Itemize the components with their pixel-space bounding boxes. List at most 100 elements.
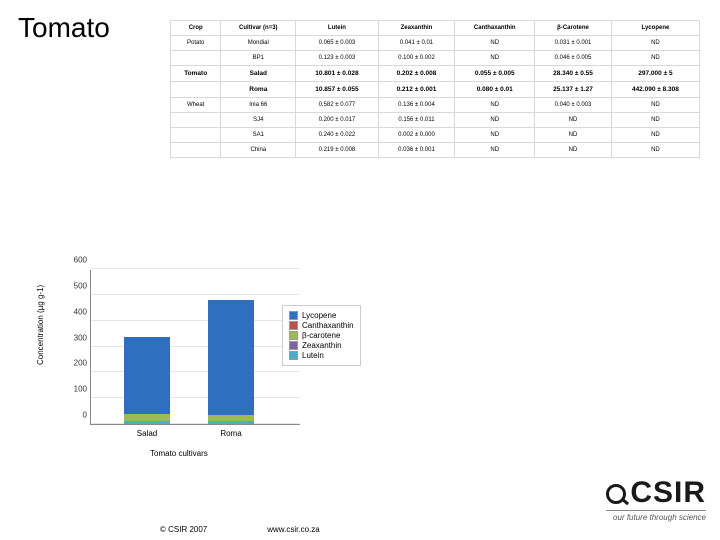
chart: Concentration (µg g-1) 01002003004005006… xyxy=(30,255,450,470)
bar-segment xyxy=(208,300,254,414)
table-cell: ND xyxy=(455,98,535,113)
table-cell: SA1 xyxy=(221,128,296,143)
table-cell xyxy=(171,143,221,158)
table-cell xyxy=(171,51,221,66)
table-cell: ND xyxy=(611,128,699,143)
table-header: Lycopene xyxy=(611,21,699,36)
table-cell: 0.100 ± 0.002 xyxy=(378,51,455,66)
table-cell: Wheat xyxy=(171,98,221,113)
table-header: Canthaxanthin xyxy=(455,21,535,36)
table-cell: ND xyxy=(455,143,535,158)
table-cell: Inia 66 xyxy=(221,98,296,113)
table-cell: Tomato xyxy=(171,66,221,82)
table-header: Cultivar (n=3) xyxy=(221,21,296,36)
table-cell: 0.219 ± 0.008 xyxy=(296,143,378,158)
table-cell: 0.046 ± 0.005 xyxy=(535,51,612,66)
table-row: WheatInia 660.582 ± 0.0770.136 ± 0.004ND… xyxy=(171,98,700,113)
table-cell: ND xyxy=(611,36,699,51)
table-cell: 0.212 ± 0.001 xyxy=(378,82,455,98)
y-tick: 400 xyxy=(63,307,87,316)
table-cell: 0.136 ± 0.004 xyxy=(378,98,455,113)
table-cell: Potato xyxy=(171,36,221,51)
legend-item: Lutein xyxy=(289,351,354,360)
legend-label: Lutein xyxy=(302,351,324,360)
table-cell: 442.090 ± 8.308 xyxy=(611,82,699,98)
y-tick: 300 xyxy=(63,333,87,342)
table-header: Lutein xyxy=(296,21,378,36)
table-header: Crop xyxy=(171,21,221,36)
x-tick-label: Roma xyxy=(208,429,254,438)
table-row: China0.219 ± 0.0080.036 ± 0.001NDNDND xyxy=(171,143,700,158)
legend-swatch xyxy=(289,331,298,340)
table-cell: 10.801 ± 0.028 xyxy=(296,66,378,82)
table-cell: SJ4 xyxy=(221,113,296,128)
table-cell: 0.041 ± 0.01 xyxy=(378,36,455,51)
table-cell: ND xyxy=(611,51,699,66)
bar-segment xyxy=(124,337,170,414)
legend-label: Zeaxanthin xyxy=(302,341,342,350)
page-title: Tomato xyxy=(18,12,110,44)
footer: © CSIR 2007 www.csir.co.za xyxy=(160,525,320,534)
legend-label: Lycopene xyxy=(302,311,336,320)
bar-segment xyxy=(124,421,170,424)
table-cell xyxy=(171,113,221,128)
legend: LycopeneCanthaxanthinβ-caroteneZeaxanthi… xyxy=(282,305,361,366)
bar-segment xyxy=(124,414,170,421)
y-tick: 100 xyxy=(63,385,87,394)
bar xyxy=(124,337,170,424)
table-row: SJ40.200 ± 0.0170.156 ± 0.011NDNDND xyxy=(171,113,700,128)
table-cell: 0.123 ± 0.003 xyxy=(296,51,378,66)
table-cell: ND xyxy=(455,113,535,128)
plot-area: 0100200300400500600SaladRoma xyxy=(90,270,300,425)
table-cell: 0.200 ± 0.017 xyxy=(296,113,378,128)
table-row: BP10.123 ± 0.0030.100 ± 0.002 ND0.046 ± 0… xyxy=(171,51,700,66)
legend-swatch xyxy=(289,341,298,350)
table-row: PotatoMondial0.065 ± 0.0030.041 ± 0.01ND… xyxy=(171,36,700,51)
legend-swatch xyxy=(289,351,298,360)
table-cell: 10.857 ± 0.055 xyxy=(296,82,378,98)
legend-item: Zeaxanthin xyxy=(289,341,354,350)
table-cell: ND xyxy=(611,113,699,128)
legend-swatch xyxy=(289,311,298,320)
y-tick: 600 xyxy=(63,256,87,265)
legend-item: β-carotene xyxy=(289,331,354,340)
logo-tagline: our future through science xyxy=(606,510,706,522)
table-cell: 0.036 ± 0.001 xyxy=(378,143,455,158)
table-cell: BP1 xyxy=(221,51,296,66)
table-cell: ND xyxy=(535,128,612,143)
table-header: β-Carotene xyxy=(535,21,612,36)
table-cell: ND xyxy=(611,98,699,113)
table-cell: ND xyxy=(611,143,699,158)
y-tick: 200 xyxy=(63,359,87,368)
table-cell: 0.031 ± 0.001 xyxy=(535,36,612,51)
legend-swatch xyxy=(289,321,298,330)
y-axis-label: Concentration (µg g-1) xyxy=(36,285,45,365)
table-cell: 25.137 ± 1.27 xyxy=(535,82,612,98)
table-header: Zeaxanthin xyxy=(378,21,455,36)
legend-label: Canthaxanthin xyxy=(302,321,354,330)
y-tick: 500 xyxy=(63,281,87,290)
y-tick: 0 xyxy=(63,411,87,420)
bar-segment xyxy=(208,421,254,424)
csir-logo: CSIR our future through science xyxy=(606,476,706,522)
table-cell: 0.002 ± 0.000 xyxy=(378,128,455,143)
table-cell: China xyxy=(221,143,296,158)
table-cell: 297.000 ± 5 xyxy=(611,66,699,82)
table-cell: ND xyxy=(535,143,612,158)
table-cell: Mondial xyxy=(221,36,296,51)
table-cell: 28.340 ± 0.55 xyxy=(535,66,612,82)
table-cell: 0.080 ± 0.01 xyxy=(455,82,535,98)
table-cell: ND xyxy=(455,36,535,51)
table-cell xyxy=(171,82,221,98)
table-cell: Salad xyxy=(221,66,296,82)
table-cell: ND xyxy=(455,128,535,143)
legend-item: Canthaxanthin xyxy=(289,321,354,330)
bar xyxy=(208,300,254,424)
data-table: CropCultivar (n=3)LuteinZeaxanthinCantha… xyxy=(170,20,700,158)
table-cell: 0.582 ± 0.077 xyxy=(296,98,378,113)
legend-label: β-carotene xyxy=(302,331,340,340)
table-cell: ND xyxy=(535,113,612,128)
table-cell: 0.040 ± 0.003 xyxy=(535,98,612,113)
legend-item: Lycopene xyxy=(289,311,354,320)
table-cell: 0.240 ± 0.022 xyxy=(296,128,378,143)
